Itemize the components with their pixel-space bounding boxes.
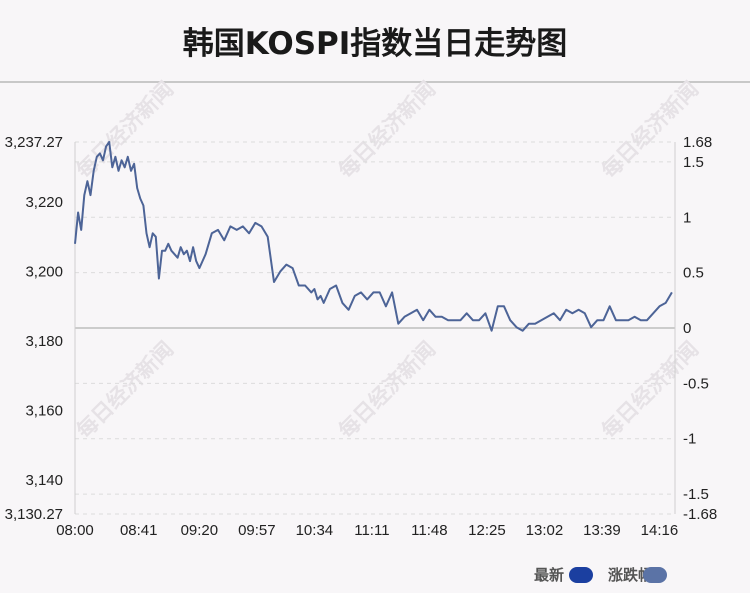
- axes: 1.68 1.5 1 0.5 0 -0.5 -1 -1.5 -1.68 3,237.27 3,220…: [5, 134, 718, 539]
- x-tick-7: 12:25: [468, 522, 506, 539]
- y-right-tick-2: 1: [683, 209, 691, 226]
- y-left-tick-1: 3,220: [25, 194, 63, 211]
- x-tick-2: 09:20: [181, 522, 219, 539]
- x-tick-5: 11:11: [354, 522, 389, 539]
- y-left-tick-4: 3,160: [25, 403, 63, 420]
- y-right-tick-0: 1.68: [683, 134, 712, 151]
- x-tick-3: 09:57: [238, 522, 276, 539]
- y-right-tick-4: 0: [683, 320, 691, 337]
- y-right-tick-3: 0.5: [683, 265, 704, 282]
- chart-title: 韩国KOSPI指数当日走势图: [182, 26, 568, 62]
- y-right-tick-1: 1.5: [683, 154, 704, 171]
- watermark-text-4: 每日经济新闻: [334, 337, 440, 443]
- y-right-tick-8: -1.68: [683, 506, 717, 523]
- y-left-tick-0: 3,237.27: [5, 134, 63, 151]
- x-tick-6: 11:48: [411, 522, 447, 539]
- legend-label-1: 涨跌幅: [608, 566, 653, 584]
- watermark-text-3: 每日经济新闻: [72, 337, 178, 443]
- x-tick-1: 08:41: [120, 522, 158, 539]
- series-layer: [74, 140, 673, 332]
- y-left-tick-3: 3,180: [25, 333, 63, 350]
- series-line-latest: [74, 140, 673, 332]
- x-tick-8: 13:02: [526, 522, 564, 539]
- x-tick-10: 14:16: [641, 522, 679, 539]
- title-divider: [0, 81, 750, 83]
- grid-lines: [75, 141, 675, 515]
- x-tick-9: 13:39: [583, 522, 621, 539]
- y-right-tick-7: -1.5: [683, 486, 709, 503]
- x-tick-4: 10:34: [296, 522, 334, 539]
- legend: 最新 涨跌幅: [534, 566, 667, 584]
- y-left-tick-2: 3,200: [25, 264, 63, 281]
- x-tick-0: 08:00: [56, 522, 94, 539]
- y-left-tick-6: 3,130.27: [5, 506, 63, 523]
- y-left-tick-5: 3,140: [25, 472, 63, 489]
- legend-label-0: 最新: [534, 566, 564, 584]
- legend-swatch-0: [569, 567, 593, 583]
- legend-swatch-1: [643, 567, 667, 583]
- y-right-tick-5: -0.5: [683, 375, 709, 392]
- watermark-text-1: 每日经济新闻: [334, 77, 440, 183]
- y-right-tick-6: -1: [683, 431, 696, 448]
